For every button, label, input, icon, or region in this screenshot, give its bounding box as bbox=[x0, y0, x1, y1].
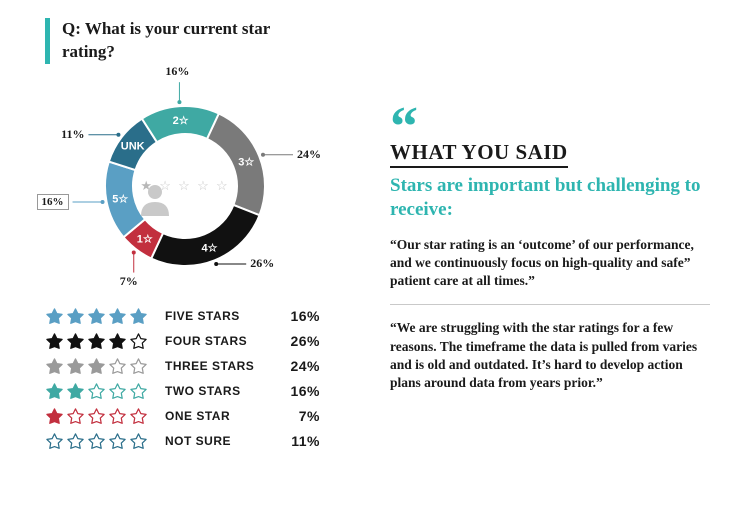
legend-stars bbox=[45, 307, 165, 325]
svg-text:UNK: UNK bbox=[121, 141, 145, 153]
quote-mark-icon: “ bbox=[390, 116, 710, 138]
legend-label: TWO STARS bbox=[165, 384, 275, 398]
svg-text:4☆: 4☆ bbox=[202, 242, 218, 254]
star-legend: FIVE STARS16%FOUR STARS26%THREE STARS24%… bbox=[45, 304, 345, 454]
legend-stars bbox=[45, 332, 165, 350]
legend-pct: 7% bbox=[275, 408, 320, 424]
legend-pct: 16% bbox=[275, 308, 320, 324]
legend-pct: 16% bbox=[275, 383, 320, 399]
svg-text:3☆: 3☆ bbox=[238, 156, 254, 168]
quote-1: “Our star rating is an ‘outcome’ of our … bbox=[390, 236, 710, 291]
legend-row: FIVE STARS16% bbox=[45, 304, 345, 329]
legend-stars bbox=[45, 432, 165, 450]
donut-pct-label: 16% bbox=[165, 64, 189, 79]
survey-question: Q: What is your current star rating? bbox=[45, 18, 305, 64]
legend-row: THREE STARS24% bbox=[45, 354, 345, 379]
legend-stars bbox=[45, 382, 165, 400]
donut-pct-label: 26% bbox=[250, 256, 274, 271]
legend-stars bbox=[45, 407, 165, 425]
legend-label: FIVE STARS bbox=[165, 309, 275, 323]
legend-row: TWO STARS16% bbox=[45, 379, 345, 404]
donut-pct-label: 16% bbox=[37, 194, 69, 210]
subheading: Stars are important but challenging to r… bbox=[390, 174, 710, 222]
svg-text:5☆: 5☆ bbox=[112, 193, 128, 205]
donut-pct-label: 11% bbox=[61, 127, 84, 142]
legend-row: NOT SURE11% bbox=[45, 429, 345, 454]
left-column: 3☆ 4☆ 1☆ 5☆ UNK 2☆ ★ ☆ ☆ ☆ ☆ 24% 26% 7% 16% 11% 16… bbox=[45, 76, 345, 454]
legend-pct: 24% bbox=[275, 358, 320, 374]
legend-pct: 26% bbox=[275, 333, 320, 349]
person-icon bbox=[135, 182, 175, 216]
svg-text:2☆: 2☆ bbox=[173, 115, 189, 127]
legend-row: ONE STAR7% bbox=[45, 404, 345, 429]
legend-label: FOUR STARS bbox=[165, 334, 275, 348]
right-column: “ WHAT YOU SAID Stars are important but … bbox=[390, 76, 710, 454]
quote-2: “We are struggling with the star ratings… bbox=[390, 319, 710, 392]
legend-label: ONE STAR bbox=[165, 409, 275, 423]
donut-pct-label: 7% bbox=[120, 274, 138, 289]
donut-pct-label: 24% bbox=[297, 147, 321, 162]
svg-text:1☆: 1☆ bbox=[137, 233, 153, 245]
what-you-said-title: WHAT YOU SAID bbox=[390, 140, 568, 168]
center-person-icon: ★ ☆ ☆ ☆ ☆ bbox=[135, 178, 235, 194]
legend-stars bbox=[45, 357, 165, 375]
legend-label: THREE STARS bbox=[165, 359, 275, 373]
legend-row: FOUR STARS26% bbox=[45, 329, 345, 354]
legend-label: NOT SURE bbox=[165, 434, 275, 448]
quote-divider bbox=[390, 304, 710, 305]
legend-pct: 11% bbox=[275, 433, 320, 449]
donut-chart: 3☆4☆1☆5☆UNK2☆ ★ ☆ ☆ ☆ ☆ 24%26%7%16%11%16… bbox=[55, 76, 315, 296]
